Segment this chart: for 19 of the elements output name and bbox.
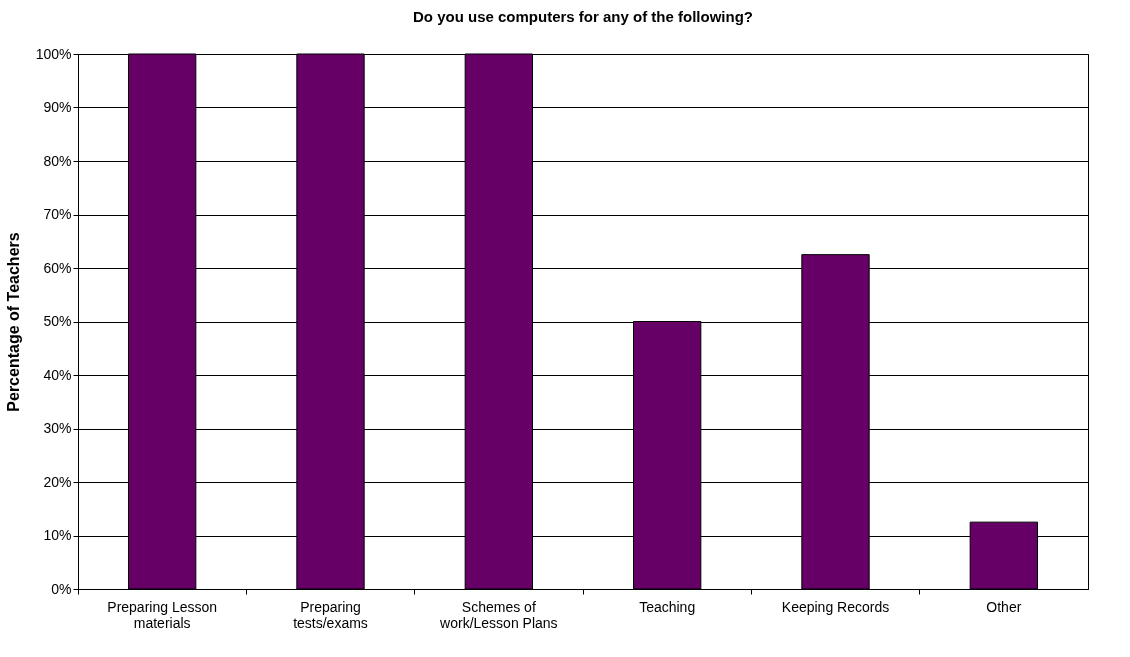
y-tick-label: 30% [43,420,72,436]
chart-title: Do you use computers for any of the following? [412,8,754,25]
x-tick-label: Schemes of work/Lesson Plans [439,598,558,631]
y-tick-label: 70% [43,206,72,222]
x-tick-label: Teaching [639,598,696,615]
x-tick-label: Preparing Lesson materials [107,598,218,631]
y-tick-label: 50% [43,313,72,329]
y-tick-label: 60% [43,259,72,276]
x-tick-label: Preparing tests/exams [293,598,368,631]
y-tick-label: 20% [43,473,72,490]
y-tick-label: 0% [51,580,72,597]
x-tick-label: Keeping Records [781,598,890,615]
y-tick-label: 10% [43,527,72,543]
y-axis-title: Percentage of Teachers [4,232,22,412]
y-tick-label: 90% [43,99,72,115]
x-tick-label: Other [986,598,1022,615]
y-tick-label: 80% [43,152,72,169]
y-tick-label: 40% [43,366,72,383]
y-tick-label: 100% [35,45,72,62]
